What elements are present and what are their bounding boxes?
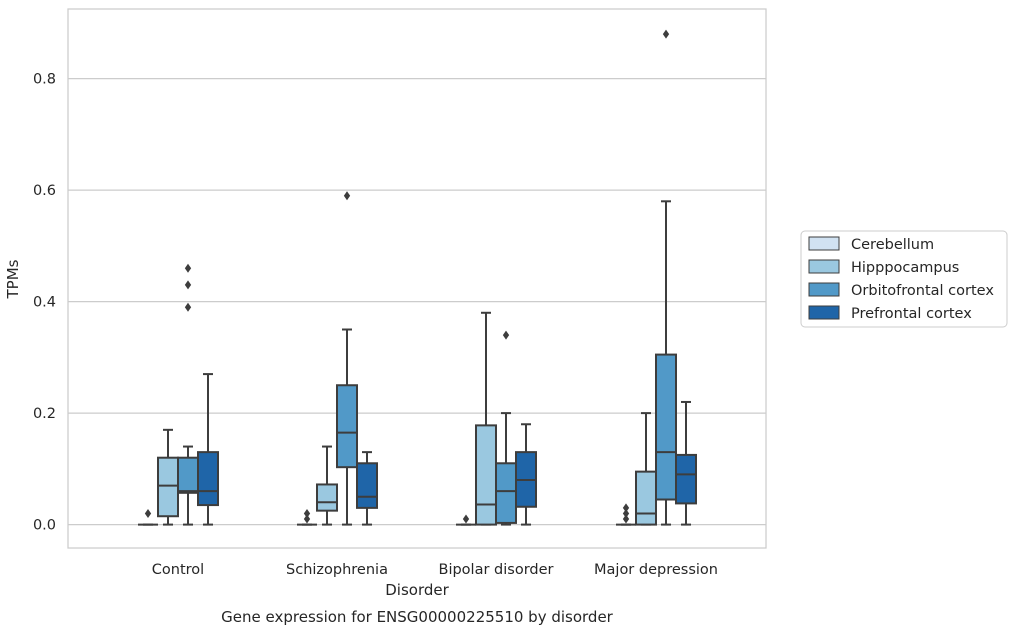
outlier-point xyxy=(622,508,630,518)
legend: Cerebellum Hipppocampus Orbitofrontal co… xyxy=(800,230,1008,328)
x-tick-labels: Control Schizophrenia Bipolar disorder Majo… xyxy=(152,562,718,578)
outlier-point xyxy=(303,508,311,518)
outlier-point xyxy=(184,263,192,273)
box-plot xyxy=(177,263,199,526)
box-plot xyxy=(475,311,497,526)
box-plot xyxy=(336,191,358,526)
legend-label-hippocampus: Hipppocampus xyxy=(851,260,959,276)
box-plot xyxy=(495,330,517,526)
box-plot xyxy=(138,508,158,526)
plot-frame xyxy=(67,8,767,549)
box xyxy=(336,384,358,469)
outlier-point xyxy=(184,302,192,312)
box-plot xyxy=(635,412,657,526)
legend-label-orbitofrontal-cortex: Orbitofrontal cortex xyxy=(851,283,994,299)
legend-swatch-hippocampus xyxy=(808,259,840,274)
legend-swatch-prefrontal-cortex xyxy=(808,305,840,320)
x-tick-label: Bipolar disorder xyxy=(439,562,554,578)
outlier-point xyxy=(144,508,152,518)
chart-caption: Gene expression for ENSG00000225510 by d… xyxy=(221,608,614,626)
box-plot xyxy=(456,514,476,526)
box-plots xyxy=(138,29,697,526)
box-plot xyxy=(197,373,219,526)
box xyxy=(635,470,657,526)
y-tick-label: 0.6 xyxy=(33,183,56,199)
y-tick-label: 0.2 xyxy=(33,406,56,422)
box xyxy=(675,453,697,505)
box xyxy=(157,456,179,518)
outlier-point xyxy=(343,191,351,201)
box-plot xyxy=(157,428,179,526)
outlier-point xyxy=(662,29,670,39)
box xyxy=(475,424,497,526)
legend-swatch-cerebellum xyxy=(808,236,840,251)
y-tick-labels: 0.0 0.2 0.4 0.6 0.8 xyxy=(33,72,56,534)
outlier-point xyxy=(303,514,311,524)
outlier-point xyxy=(462,514,470,524)
y-tick-label: 0.0 xyxy=(33,518,56,534)
y-tick-label: 0.8 xyxy=(33,72,56,88)
x-tick-label: Schizophrenia xyxy=(286,562,388,578)
box xyxy=(655,353,677,501)
box-plot xyxy=(515,423,537,526)
legend-frame xyxy=(800,230,1008,328)
legend-label-prefrontal-cortex: Prefrontal cortex xyxy=(851,306,972,322)
x-tick-label: Major depression xyxy=(594,562,718,578)
outlier-point xyxy=(502,330,510,340)
legend-label-cerebellum: Cerebellum xyxy=(851,237,934,253)
box-plot xyxy=(655,29,677,526)
x-axis-label: Disorder xyxy=(385,581,449,599)
box xyxy=(197,451,219,507)
box xyxy=(495,462,517,524)
box xyxy=(177,456,199,494)
box-plot xyxy=(675,400,697,526)
box xyxy=(356,462,378,509)
y-axis-label: TPMs xyxy=(4,259,22,299)
legend-swatch-orbitofrontal-cortex xyxy=(808,282,840,297)
box-plot xyxy=(356,451,378,526)
outlier-point xyxy=(622,514,630,524)
box xyxy=(316,483,338,512)
box-plot xyxy=(616,503,636,526)
box-plot xyxy=(297,508,317,526)
box-plot xyxy=(316,445,338,526)
y-tick-label: 0.4 xyxy=(33,295,56,311)
outlier-point xyxy=(622,503,630,513)
outlier-point xyxy=(184,280,192,290)
x-tick-label: Control xyxy=(152,562,204,578)
